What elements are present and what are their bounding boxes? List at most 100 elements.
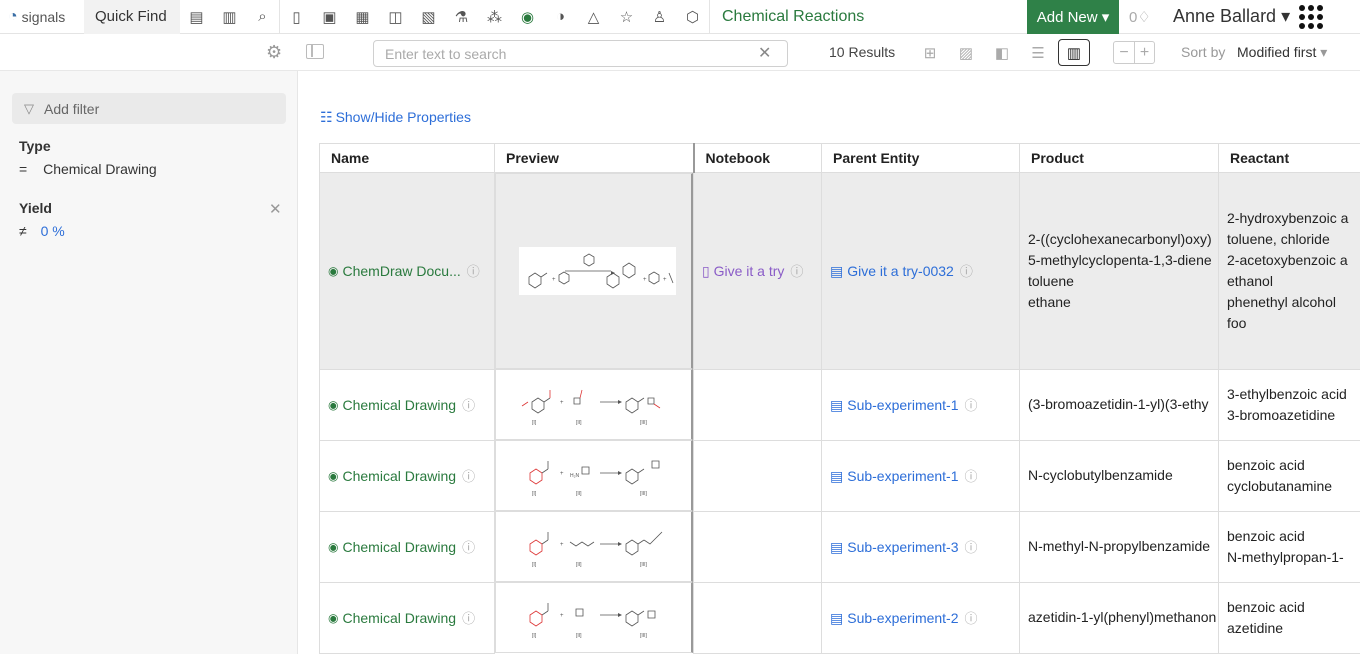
- chemical-reaction-icon[interactable]: ◉: [520, 8, 535, 26]
- reaction-preview-image[interactable]: + + +: [519, 247, 676, 295]
- info-icon[interactable]: ⓘ: [964, 540, 978, 555]
- reactant-name: benzoic acid: [1227, 456, 1305, 473]
- info-icon[interactable]: ⓘ: [462, 611, 476, 626]
- parent-entity-link[interactable]: Sub-experiment-1: [847, 397, 959, 413]
- reactant-cell: benzoic acid cyclobutanamine: [1218, 439, 1360, 512]
- clipboard-icon[interactable]: ▣: [322, 8, 337, 26]
- checklist-icon[interactable]: ▧: [421, 8, 436, 26]
- calendar-icon[interactable]: ▦: [355, 8, 370, 26]
- tile-view-icon[interactable]: ⊞: [923, 44, 937, 62]
- reaction-preview-image[interactable]: + [I] [II] [III]: [518, 380, 678, 430]
- info-icon[interactable]: ⓘ: [964, 611, 978, 626]
- sort-label: Sort by: [1181, 44, 1226, 60]
- list-view-icon[interactable]: ☰: [1031, 44, 1045, 62]
- table-row[interactable]: ◉ Chemical Drawing ⓘ + [I]: [319, 368, 1360, 441]
- info-icon[interactable]: ⓘ: [964, 469, 978, 484]
- notifications-button[interactable]: 0♢: [1129, 8, 1163, 26]
- star-icon[interactable]: ☆: [619, 8, 634, 26]
- filter-operator: ≠: [19, 223, 27, 239]
- column-view-icon[interactable]: ▥: [1058, 39, 1090, 66]
- filter-value: Chemical Drawing: [43, 161, 157, 177]
- table-header-row: Name Preview Notebook Parent Entity Prod…: [319, 143, 1360, 173]
- document-icon: ▤: [830, 539, 844, 555]
- search-input[interactable]: [373, 40, 788, 67]
- grid-view-icon[interactable]: ▤: [189, 8, 204, 26]
- cube-icon[interactable]: ⬡: [685, 8, 700, 26]
- parent-entity-cell: ▤ Sub-experiment-1 ⓘ: [821, 439, 1020, 512]
- remove-filter-icon[interactable]: ✕: [269, 201, 282, 218]
- info-icon[interactable]: ⓘ: [462, 398, 476, 413]
- signals-logo-icon: ◔: [8, 7, 18, 25]
- reactant-name: phenethyl alcohol: [1227, 293, 1336, 310]
- preview-cell: + [I] [II] [III]: [495, 582, 693, 653]
- image-view-icon[interactable]: ▨: [958, 44, 974, 62]
- zoom-out-icon[interactable]: −: [1119, 43, 1129, 61]
- parent-entity-cell: ▤ Sub-experiment-1 ⓘ: [821, 368, 1020, 441]
- zoom-in-icon[interactable]: +: [1134, 42, 1154, 63]
- chemical-drawing-icon: ◉: [328, 397, 339, 412]
- add-new-button[interactable]: Add New ▾: [1027, 0, 1119, 34]
- info-icon[interactable]: ⓘ: [462, 540, 476, 555]
- add-filter-button[interactable]: ▽ Add filter: [12, 93, 286, 124]
- info-icon[interactable]: ⓘ: [790, 264, 804, 280]
- notebook-link[interactable]: Give it a try: [713, 263, 785, 280]
- notebook-icon[interactable]: ▯: [292, 8, 301, 26]
- parent-entity-link[interactable]: Sub-experiment-2: [847, 610, 959, 626]
- entity-link[interactable]: Chemical Drawing: [342, 396, 457, 413]
- quick-find-button[interactable]: Quick Find: [84, 0, 180, 34]
- lab-icon[interactable]: ⚗: [454, 8, 469, 26]
- reaction-preview-image[interactable]: + H₂N [I] [II] [III]: [518, 451, 678, 501]
- column-header-preview[interactable]: Preview: [494, 143, 695, 173]
- column-header-reactant[interactable]: Reactant: [1218, 143, 1360, 173]
- reaction-preview-image[interactable]: + [I] [II] [III]: [518, 522, 678, 572]
- parent-entity-cell: ▤ Sub-experiment-2 ⓘ: [821, 581, 1020, 654]
- show-hide-label: Show/Hide Properties: [335, 109, 471, 125]
- table-row[interactable]: ◉ Chemical Drawing ⓘ + H₂N [I] [II]: [319, 439, 1360, 512]
- reactant-name: ethanol: [1227, 272, 1273, 289]
- parent-entity-link[interactable]: Sub-experiment-3: [847, 539, 959, 555]
- gear-icon[interactable]: ⚙: [266, 42, 283, 62]
- info-icon[interactable]: ⓘ: [959, 264, 973, 280]
- column-header-notebook[interactable]: Notebook: [693, 143, 822, 173]
- svg-text:+: +: [560, 613, 564, 619]
- network-icon[interactable]: ⁂: [487, 8, 502, 26]
- clear-search-icon[interactable]: ✕: [758, 45, 772, 62]
- users-icon[interactable]: ♙: [652, 8, 667, 26]
- table-row[interactable]: ◉ Chemical Drawing ⓘ + [I] [II] [III]: [319, 510, 1360, 583]
- info-icon[interactable]: ⓘ: [466, 264, 480, 280]
- filter-value-yield[interactable]: ≠ 0 %: [19, 223, 65, 239]
- svg-text:[III]: [III]: [640, 420, 648, 426]
- search-icon[interactable]: ⌕: [258, 8, 267, 25]
- flask-icon[interactable]: △: [587, 8, 600, 26]
- column-header-name[interactable]: Name: [319, 143, 495, 173]
- bar-chart-icon[interactable]: ▥: [222, 8, 237, 26]
- filter-value-type[interactable]: = Chemical Drawing: [19, 161, 157, 177]
- show-hide-properties-button[interactable]: ☷ Show/Hide Properties: [320, 109, 471, 126]
- svg-text:[III]: [III]: [640, 491, 648, 497]
- reaction-preview-image[interactable]: + [I] [II] [III]: [518, 593, 678, 643]
- info-icon[interactable]: ⓘ: [462, 469, 476, 484]
- detail-view-icon[interactable]: ◧: [994, 44, 1010, 62]
- column-header-product[interactable]: Product: [1019, 143, 1219, 173]
- table-row[interactable]: ◉ ChemDraw Docu... ⓘ + + +: [319, 172, 1360, 370]
- column-header-parent-entity[interactable]: Parent Entity: [821, 143, 1020, 173]
- info-icon[interactable]: ⓘ: [964, 398, 978, 413]
- sort-select[interactable]: Modified first: [1237, 44, 1327, 61]
- entity-link[interactable]: ChemDraw Docu...: [342, 262, 461, 279]
- results-count: 10 Results: [829, 44, 896, 60]
- parent-entity-link[interactable]: Sub-experiment-1: [847, 468, 959, 484]
- entity-link[interactable]: Chemical Drawing: [342, 538, 457, 555]
- product-cell: (3-bromoazetidin-1-yl)(3-ethy: [1019, 368, 1219, 441]
- filter-title-yield: Yield: [19, 200, 52, 216]
- shield-icon[interactable]: ◑: [555, 8, 566, 25]
- reactant-name: benzoic acid: [1227, 598, 1305, 615]
- chat-icon[interactable]: ◫: [388, 8, 403, 26]
- entity-link[interactable]: Chemical Drawing: [342, 609, 457, 626]
- entity-link[interactable]: Chemical Drawing: [342, 467, 457, 484]
- sidebar-toggle-icon[interactable]: [306, 44, 324, 59]
- user-menu[interactable]: Anne Ballard ▾: [1173, 6, 1291, 26]
- brand-logo[interactable]: ◔ signals: [0, 0, 84, 34]
- apps-grid-icon[interactable]: [1299, 4, 1323, 29]
- table-row[interactable]: ◉ Chemical Drawing ⓘ + [I] [II] [III]: [319, 581, 1360, 654]
- parent-entity-link[interactable]: Give it a try-0032: [847, 263, 954, 280]
